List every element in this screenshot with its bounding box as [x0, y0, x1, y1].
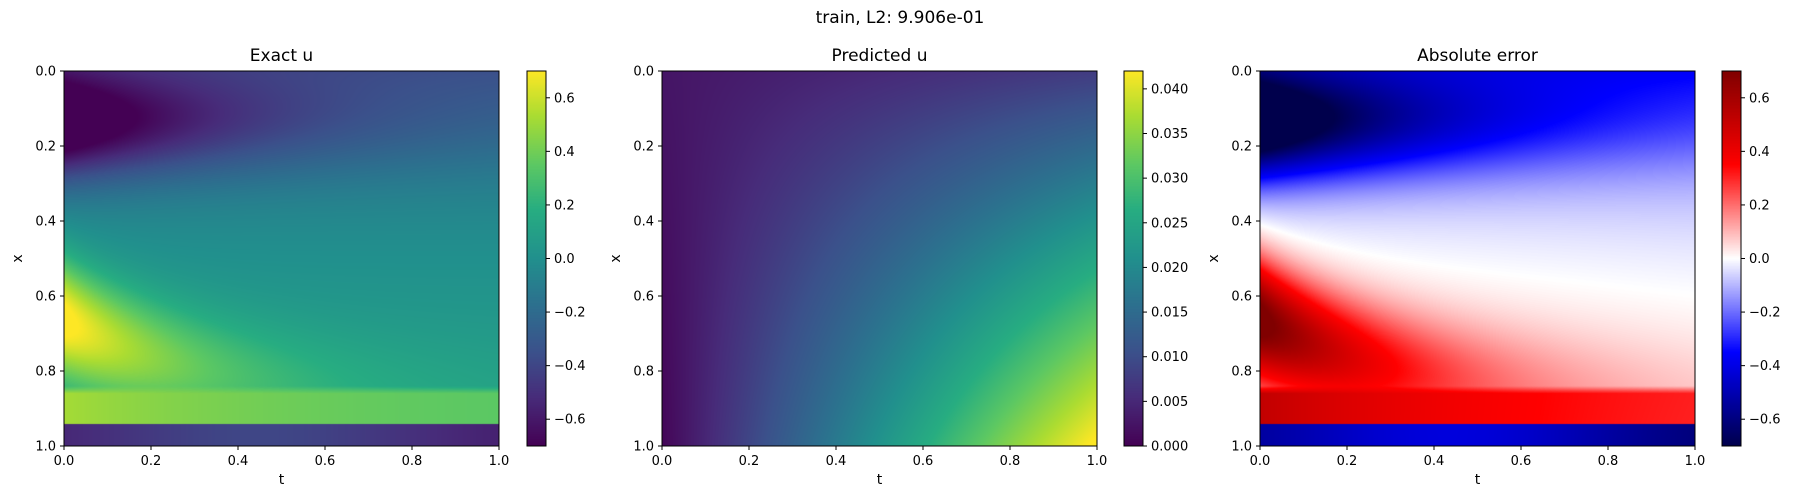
colorbar-tick-label: 0.0	[554, 252, 575, 267]
y-axis-label: x	[608, 254, 624, 262]
colorbar-tick-label: −0.6	[554, 413, 586, 428]
y-tick-label: 0.6	[633, 290, 654, 305]
colorbar	[1722, 71, 1741, 446]
colorbar-tick-label: 0.010	[1151, 350, 1188, 365]
colorbar-tick-label: 0.015	[1151, 306, 1188, 321]
x-tick-label: 0.8	[1598, 454, 1619, 469]
x-tick-label: 0.2	[141, 454, 162, 469]
heatmap-image	[64, 71, 499, 446]
y-axis-label: x	[1206, 254, 1222, 262]
y-tick-label: 0.4	[633, 215, 654, 230]
colorbar-tick-label: 0.025	[1151, 216, 1188, 231]
x-tick-label: 0.6	[913, 454, 934, 469]
x-tick-label: 0.8	[1000, 454, 1021, 469]
y-tick-label: 0.4	[35, 215, 56, 230]
colorbar-tick-label: 0.040	[1151, 82, 1188, 97]
y-tick-label: 1.0	[633, 440, 654, 455]
colorbar-tick-label: −0.4	[554, 359, 586, 374]
y-tick-label: 0.0	[1231, 65, 1252, 80]
colorbar	[1124, 71, 1143, 446]
colorbar-tick-label: 0.2	[1749, 198, 1770, 213]
colorbar-tick-label: −0.2	[554, 306, 586, 321]
panel-title: Predicted u	[832, 46, 928, 66]
colorbar-tick-label: 0.000	[1151, 440, 1188, 455]
y-tick-label: 0.8	[1231, 365, 1252, 380]
panel-title: Absolute error	[1417, 46, 1538, 66]
x-axis-label: t	[279, 472, 285, 488]
panel-title: Exact u	[250, 46, 313, 66]
y-axis-label: x	[10, 254, 26, 262]
colorbar-tick-label: 0.6	[1749, 91, 1770, 106]
colorbar-tick-label: −0.4	[1749, 359, 1781, 374]
colorbar-tick-label: 0.035	[1151, 127, 1188, 142]
x-axis-label: t	[877, 472, 883, 488]
heatmap-image	[1260, 71, 1695, 446]
y-tick-label: 0.8	[35, 365, 56, 380]
y-tick-label: 0.2	[35, 140, 56, 155]
x-tick-label: 0.4	[826, 454, 847, 469]
y-tick-label: 0.8	[633, 365, 654, 380]
x-tick-label: 1.0	[1087, 454, 1108, 469]
x-tick-label: 0.2	[1337, 454, 1358, 469]
x-tick-label: 0.6	[1511, 454, 1532, 469]
x-tick-label: 1.0	[489, 454, 510, 469]
colorbar-tick-label: −0.6	[1749, 413, 1781, 428]
colorbar-tick-label: 0.4	[1749, 145, 1770, 160]
colorbar-tick-label: 0.2	[554, 198, 575, 213]
colorbar	[527, 71, 546, 446]
x-axis-label: t	[1475, 472, 1481, 488]
y-tick-label: 0.2	[633, 140, 654, 155]
plot-frame	[63, 70, 500, 447]
colorbar-frame	[1123, 70, 1144, 447]
x-tick-label: 0.4	[1424, 454, 1445, 469]
figure-suptitle: train, L2: 9.906e-01	[816, 8, 985, 28]
y-tick-label: 0.0	[35, 65, 56, 80]
x-tick-label: 0.0	[652, 454, 673, 469]
y-tick-label: 0.6	[1231, 290, 1252, 305]
x-tick-label: 1.0	[1685, 454, 1706, 469]
colorbar-tick-label: −0.2	[1749, 306, 1781, 321]
colorbar-tick-label: 0.6	[554, 91, 575, 106]
colorbar-tick-label: 0.0	[1749, 252, 1770, 267]
colorbar-tick-label: 0.020	[1151, 261, 1188, 276]
plot-frame	[661, 70, 1098, 447]
heatmap-image	[662, 71, 1097, 446]
y-tick-label: 0.2	[1231, 140, 1252, 155]
x-tick-label: 0.4	[228, 454, 249, 469]
y-tick-label: 1.0	[35, 440, 56, 455]
x-tick-label: 0.2	[739, 454, 760, 469]
y-tick-label: 0.0	[633, 65, 654, 80]
plot-frame	[1259, 70, 1696, 447]
colorbar-tick-label: 0.030	[1151, 172, 1188, 187]
y-tick-label: 0.6	[35, 290, 56, 305]
x-tick-label: 0.0	[1250, 454, 1271, 469]
colorbar-tick-label: 0.005	[1151, 395, 1188, 410]
x-tick-label: 0.6	[315, 454, 336, 469]
x-tick-label: 0.8	[402, 454, 423, 469]
y-tick-label: 1.0	[1231, 440, 1252, 455]
colorbar-tick-label: 0.4	[554, 145, 575, 160]
x-tick-label: 0.0	[54, 454, 75, 469]
y-tick-label: 0.4	[1231, 215, 1252, 230]
